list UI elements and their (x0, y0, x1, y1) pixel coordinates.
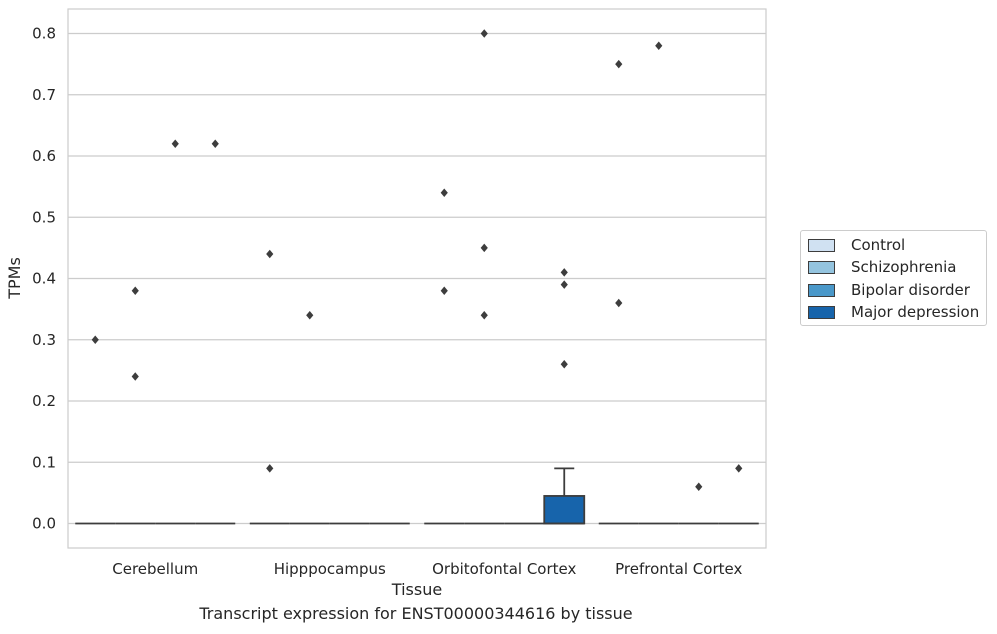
legend-swatch-control (808, 238, 835, 252)
box-body (543, 495, 586, 525)
y-tick-label: 0.2 (32, 392, 56, 410)
legend-swatch-bipolar-disorder (808, 283, 835, 297)
outlier-point (211, 139, 219, 148)
outlier-point (735, 464, 743, 473)
outlier-point (480, 29, 488, 38)
y-tick-label: 0.4 (32, 270, 56, 288)
gridlines (68, 32, 766, 525)
y-axis-label: TPMs (5, 257, 24, 300)
outlier-point (615, 59, 623, 69)
outlier-point (560, 360, 568, 369)
x-tick-labels: Cerebellum Hipppocampus Orbitofontal Corte… (112, 560, 742, 578)
y-tick-label: 0.0 (32, 515, 56, 533)
outlier-point (615, 298, 623, 308)
outlier-point (440, 188, 448, 197)
legend-item-major-depression: Major depression (808, 302, 979, 322)
outlier-point (560, 268, 568, 277)
y-tick-label: 0.7 (32, 86, 56, 104)
outlier-point (306, 311, 314, 320)
legend-item-control: Control (808, 235, 905, 255)
outlier-point (91, 335, 99, 344)
outlier-point (655, 41, 663, 50)
legend-item-schizophrenia: Schizophrenia (808, 257, 956, 277)
chart-caption: Transcript expression for ENST0000034461… (199, 604, 633, 623)
outlier-point (560, 280, 568, 289)
outlier-point (266, 464, 274, 473)
x-tick-label: Cerebellum (112, 560, 198, 578)
outlier-point (480, 311, 488, 320)
x-axis-label: Tissue (391, 580, 442, 599)
plot-frame (67, 8, 767, 549)
x-tick-label: Orbitofontal Cortex (432, 560, 576, 578)
y-tick-label: 0.3 (32, 331, 56, 349)
y-tick-label: 0.8 (32, 25, 56, 43)
legend-label-control: Control (851, 236, 906, 254)
legend-label-bipolar-disorder: Bipolar disorder (851, 281, 970, 299)
legend-swatch-schizophrenia (808, 260, 835, 274)
outlier-point (131, 372, 139, 381)
legend-item-bipolar-disorder: Bipolar disorder (808, 280, 970, 300)
y-tick-labels: 0.0 0.1 0.2 0.3 0.4 0.5 0.6 0.7 0.8 (32, 25, 56, 533)
x-tick-label: Hipppocampus (274, 560, 386, 578)
legend-label-schizophrenia: Schizophrenia (851, 258, 957, 276)
outlier-point (695, 482, 703, 491)
legend-label-major-depression: Major depression (851, 303, 980, 321)
outliers (91, 29, 743, 491)
outlier-point (131, 286, 139, 295)
x-tick-label: Prefrontal Cortex (615, 560, 742, 578)
legend: Control Schizophrenia Bipolar disorder M… (800, 230, 987, 326)
boxes (75, 467, 759, 525)
outlier-point (480, 243, 488, 253)
outlier-point (440, 286, 448, 295)
y-tick-label: 0.5 (32, 208, 56, 226)
legend-swatch-major-depression (808, 305, 835, 319)
y-tick-label: 0.6 (32, 147, 56, 165)
outlier-point (171, 139, 179, 148)
outlier-point (266, 249, 274, 259)
y-tick-label: 0.1 (32, 453, 56, 471)
